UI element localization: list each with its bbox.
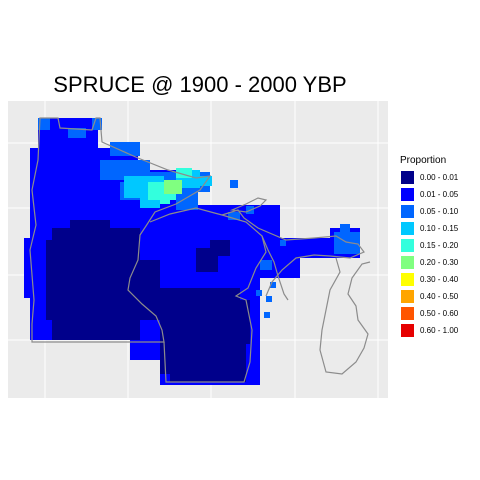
legend-swatch (400, 204, 415, 219)
green-bay-shore (261, 235, 289, 301)
proportion-cell (132, 188, 148, 198)
minnesota-boundary (29, 117, 212, 343)
legend-swatch (400, 289, 415, 304)
proportion-cell (130, 260, 160, 320)
legend-item: 0.50 - 0.60 (400, 305, 478, 322)
proportion-cell (280, 240, 286, 246)
map-title: SPRUCE @ 1900 - 2000 YBP (53, 72, 347, 97)
isle-royale (229, 197, 268, 213)
state-boundaries (29, 117, 371, 383)
proportion-cell (164, 180, 182, 194)
legend-swatch (400, 187, 415, 202)
proportion-cell (270, 282, 276, 288)
legend-label: 0.60 - 1.00 (420, 326, 459, 335)
legend-item: 0.30 - 0.40 (400, 271, 478, 288)
legend-label: 0.30 - 0.40 (420, 275, 459, 284)
legend-items: 0.00 - 0.01 0.01 - 0.05 0.05 - 0.10 0.10… (400, 169, 478, 339)
proportion-cell (256, 290, 262, 296)
legend-item: 0.01 - 0.05 (400, 186, 478, 203)
legend-swatch (400, 272, 415, 287)
proportion-cell (92, 118, 102, 130)
proportion-cell (46, 240, 56, 320)
legend-label: 0.01 - 0.05 (420, 190, 459, 199)
michigan-lower-peninsula (319, 257, 371, 375)
proportion-cell (228, 212, 240, 220)
legend-swatch (400, 306, 415, 321)
legend-item: 0.10 - 0.15 (400, 220, 478, 237)
michigan-upper-peninsula (221, 209, 365, 297)
proportion-cell (260, 260, 272, 270)
wisconsin-boundary (149, 207, 267, 383)
proportion-cell (240, 300, 250, 344)
proportion-cell (100, 160, 150, 180)
legend: Proportion 0.00 - 0.01 0.01 - 0.05 0.05 … (400, 155, 478, 339)
proportion-cell (334, 232, 360, 254)
proportion-cell (68, 128, 86, 138)
legend-item: 0.05 - 0.10 (400, 203, 478, 220)
legend-item: 0.20 - 0.30 (400, 254, 478, 271)
proportion-cell (140, 210, 270, 240)
legend-label: 0.10 - 0.15 (420, 224, 459, 233)
proportion-cell (60, 150, 138, 160)
proportion-cell (210, 240, 230, 256)
legend-item: 0.60 - 1.00 (400, 322, 478, 339)
proportion-cell (38, 118, 50, 130)
legend-item: 0.15 - 0.20 (400, 237, 478, 254)
legend-label: 0.20 - 0.30 (420, 258, 459, 267)
proportion-cell (176, 168, 192, 178)
legend-label: 0.15 - 0.20 (420, 241, 459, 250)
proportion-cell (264, 312, 270, 318)
proportion-cell (230, 180, 238, 188)
proportion-cell (160, 196, 170, 204)
proportion-cell (52, 228, 140, 340)
legend-swatch (400, 238, 415, 253)
legend-label: 0.00 - 0.01 (420, 173, 459, 182)
legend-title: Proportion (400, 155, 447, 166)
legend-label: 0.40 - 0.50 (420, 292, 459, 301)
proportion-cell (70, 220, 110, 230)
legend-item: 0.00 - 0.01 (400, 169, 478, 186)
proportion-cell (340, 224, 350, 232)
legend-swatch (400, 170, 415, 185)
proportion-cell (140, 198, 160, 208)
legend-label: 0.05 - 0.10 (420, 207, 459, 216)
legend-item: 0.40 - 0.50 (400, 288, 478, 305)
proportion-cells (24, 118, 360, 385)
legend-label: 0.50 - 0.60 (420, 309, 459, 318)
proportion-cell (110, 142, 140, 156)
legend-swatch (400, 255, 415, 270)
map-panel (8, 101, 388, 398)
legend-swatch (400, 221, 415, 236)
proportion-cell (266, 296, 272, 302)
legend-swatch (400, 323, 415, 338)
